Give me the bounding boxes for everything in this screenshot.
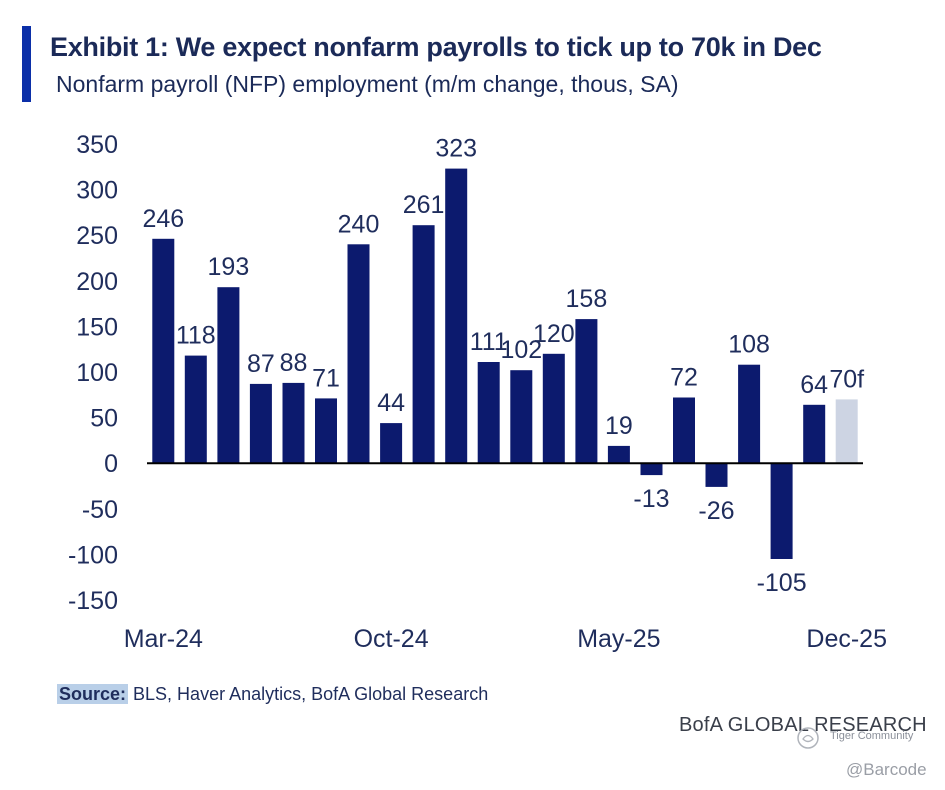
data-label: 102 xyxy=(500,336,542,364)
data-label: 120 xyxy=(533,320,575,348)
source-note: Source: BLS, Haver Analytics, BofA Globa… xyxy=(57,684,488,705)
header-accent-bar xyxy=(22,26,31,102)
y-tick-label: 350 xyxy=(76,131,118,159)
data-label: 72 xyxy=(670,364,698,392)
bar-dec-25 xyxy=(835,399,858,464)
source-text: BLS, Haver Analytics, BofA Global Resear… xyxy=(128,684,489,704)
y-tick-label: 250 xyxy=(76,222,118,250)
y-tick-label: 50 xyxy=(90,405,118,433)
bar-oct-25 xyxy=(770,463,793,559)
y-tick-label: 150 xyxy=(76,313,118,341)
data-label: 108 xyxy=(728,331,770,359)
data-label: 261 xyxy=(403,191,445,219)
bar-jul-25 xyxy=(673,397,695,464)
x-tick-label: Mar-24 xyxy=(124,625,203,653)
bar-apr-24 xyxy=(184,355,207,464)
bar-chart: 350 300 250 200 150 100 50 0 -50 -100 -150 246 118 19… xyxy=(68,131,887,653)
source-label: Source: xyxy=(57,684,129,704)
data-label: 193 xyxy=(208,253,250,281)
brand-logo-text: BofA GLOBAL RESEARCH xyxy=(679,714,927,736)
data-label: 88 xyxy=(280,349,308,377)
data-label: 44 xyxy=(377,389,405,417)
bar-aug-24 xyxy=(315,398,337,464)
data-label: -13 xyxy=(633,485,669,513)
x-tick-label: May-25 xyxy=(577,625,660,653)
bar-nov-24 xyxy=(412,225,435,464)
x-tick-label: Oct-24 xyxy=(354,625,429,653)
y-tick-label: 200 xyxy=(76,268,118,296)
bar-may-24 xyxy=(217,287,240,464)
y-tick-label: 100 xyxy=(76,359,118,387)
data-label: 70f xyxy=(829,365,864,393)
y-tick-label: 300 xyxy=(76,177,118,205)
bar-sep-25 xyxy=(738,364,761,464)
y-tick-label: 0 xyxy=(104,450,118,478)
chart-title: Exhibit 1: We expect nonfarm payrolls to… xyxy=(50,32,822,62)
data-label: 240 xyxy=(338,210,380,238)
data-label: 118 xyxy=(176,322,216,350)
bar-mar-25 xyxy=(542,353,565,464)
bar-jun-25 xyxy=(640,463,663,476)
y-tick-label: -100 xyxy=(68,541,118,569)
bar-apr-25 xyxy=(575,319,598,464)
data-label: 246 xyxy=(142,205,184,233)
bar-may-25 xyxy=(607,445,630,464)
bar-aug-25 xyxy=(705,463,728,487)
chart-subtitle: Nonfarm payroll (NFP) employment (m/m ch… xyxy=(56,71,679,97)
watermark-community: Tiger Community xyxy=(830,730,914,742)
data-label: 111 xyxy=(470,328,508,356)
bar-jan-25 xyxy=(477,362,500,464)
y-tick-label: -150 xyxy=(68,587,118,615)
data-label: 87 xyxy=(247,350,275,378)
data-label: 19 xyxy=(605,412,633,440)
bar-jun-24 xyxy=(249,383,272,464)
bar-nov-25 xyxy=(803,404,826,464)
bar-dec-24 xyxy=(445,168,468,464)
bar-sep-24 xyxy=(347,244,370,464)
data-label: 71 xyxy=(312,364,340,392)
data-label: 64 xyxy=(800,371,828,399)
data-label: 158 xyxy=(566,285,608,313)
data-label: -105 xyxy=(757,569,807,597)
bar-feb-25 xyxy=(510,370,533,464)
watermark-handle: @Barcode xyxy=(846,760,927,779)
x-tick-label: Dec-25 xyxy=(806,625,887,653)
bar-mar-24 xyxy=(152,238,175,464)
data-label: -26 xyxy=(698,497,734,525)
y-tick-label: -50 xyxy=(82,496,118,524)
tiger-logo-icon xyxy=(797,727,819,749)
bar-oct-24 xyxy=(380,423,403,464)
bar-jul-24 xyxy=(282,382,305,464)
data-label: 323 xyxy=(435,135,477,163)
